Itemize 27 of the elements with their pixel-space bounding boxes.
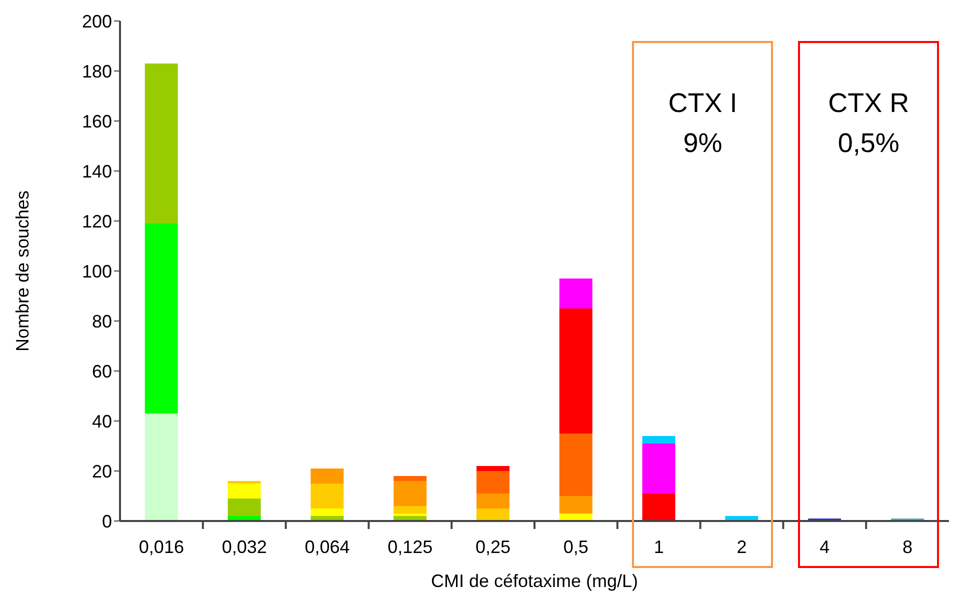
x-tick-label: 1 [654,537,664,557]
x-axis-title: CMI de céfotaxime (mg/L) [430,571,638,591]
y-axis-title: Nombre de souches [12,190,32,352]
y-tick-label: 0 [102,511,112,532]
x-tick-label: 0,25 [476,537,511,557]
x-tick-label: 0,064 [304,537,350,557]
y-tick-label: 40 [92,411,112,432]
x-tick-label: 2 [736,537,747,557]
x-tick-label: 0,125 [388,537,433,557]
y-tick-label: 80 [92,311,112,332]
annotation: 9% [682,127,724,160]
y-tick-label: 160 [82,111,112,132]
annotation: CTX I [667,87,738,120]
y-tick-label: 20 [92,461,112,482]
y-tick-label: 60 [92,361,112,382]
x-tick-label: 0,016 [138,537,184,557]
y-tick-label: 140 [82,161,112,182]
y-tick-label: 180 [82,61,112,82]
y-tick-label: 200 [82,11,112,32]
x-tick-label: 8 [902,537,913,557]
x-tick-label: 4 [820,537,830,557]
x-tick-label: 0,032 [222,537,267,557]
annotation: CTX R [827,87,910,120]
y-tick-label: 100 [82,261,112,282]
x-tick-label: 0,5 [563,537,588,557]
annotation: 0,5% [836,127,900,160]
y-tick-label: 120 [82,211,112,232]
